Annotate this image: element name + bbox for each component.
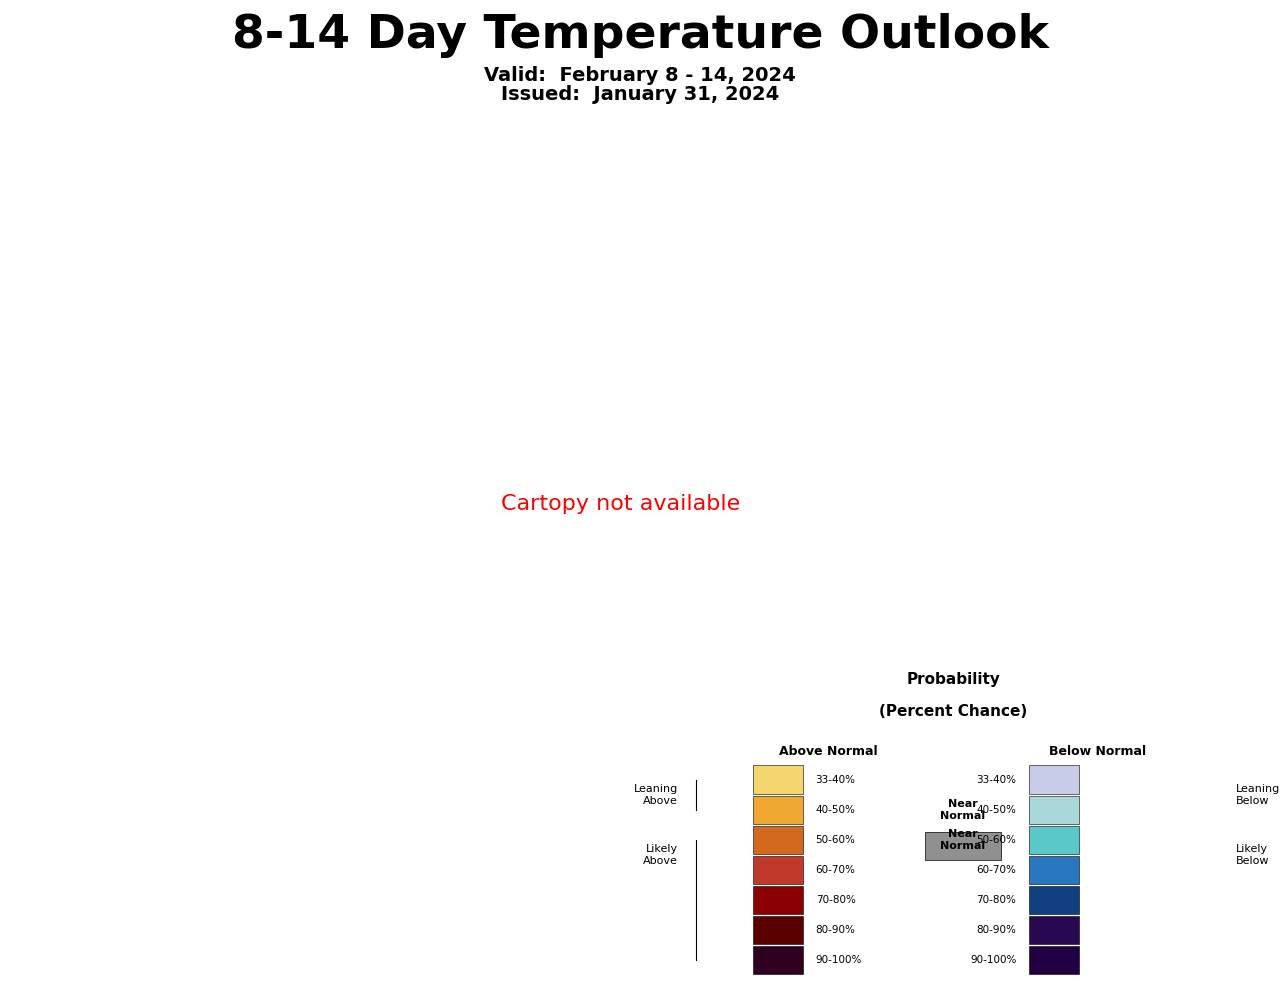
Text: Cartopy not available: Cartopy not available (502, 494, 740, 514)
Text: 40-50%: 40-50% (815, 805, 855, 815)
Text: Likely
Above: Likely Above (643, 844, 677, 865)
Text: 60-70%: 60-70% (977, 865, 1016, 875)
Text: 8-14 Day Temperature Outlook: 8-14 Day Temperature Outlook (232, 13, 1048, 58)
Text: Near
Normal: Near Normal (941, 829, 986, 851)
Text: 50-60%: 50-60% (977, 835, 1016, 845)
Text: (Percent Chance): (Percent Chance) (879, 704, 1028, 719)
Bar (753, 886, 803, 914)
Text: 50-60%: 50-60% (815, 835, 855, 845)
Text: 40-50%: 40-50% (977, 805, 1016, 815)
Text: 33-40%: 33-40% (977, 774, 1016, 784)
Bar (753, 855, 803, 884)
Text: Below Normal: Below Normal (1050, 745, 1147, 758)
Text: 80-90%: 80-90% (815, 925, 855, 935)
Text: 70-80%: 70-80% (815, 895, 855, 905)
Text: 70-80%: 70-80% (977, 895, 1016, 905)
Bar (1029, 886, 1079, 914)
Text: Valid:  February 8 - 14, 2024: Valid: February 8 - 14, 2024 (484, 65, 796, 85)
Bar (1029, 916, 1079, 944)
Bar (753, 765, 803, 794)
Text: Leaning
Below: Leaning Below (1236, 784, 1280, 806)
Bar (925, 832, 1001, 860)
Bar (1029, 765, 1079, 794)
Text: 60-70%: 60-70% (815, 865, 855, 875)
Text: Probability: Probability (906, 673, 1001, 687)
Text: Issued:  January 31, 2024: Issued: January 31, 2024 (500, 85, 780, 105)
Bar (753, 945, 803, 974)
Text: 33-40%: 33-40% (815, 774, 855, 784)
Bar (1029, 855, 1079, 884)
Bar (753, 795, 803, 824)
Text: 90-100%: 90-100% (970, 955, 1016, 965)
Text: Near
Normal: Near Normal (941, 799, 986, 821)
Text: 90-100%: 90-100% (815, 955, 861, 965)
Bar (753, 826, 803, 854)
Bar (1029, 826, 1079, 854)
Bar (1029, 945, 1079, 974)
Text: Leaning
Above: Leaning Above (634, 784, 677, 806)
Bar (1029, 795, 1079, 824)
Text: Likely
Below: Likely Below (1236, 844, 1270, 865)
Text: Above Normal: Above Normal (778, 745, 878, 758)
Bar (753, 916, 803, 944)
Text: 80-90%: 80-90% (977, 925, 1016, 935)
